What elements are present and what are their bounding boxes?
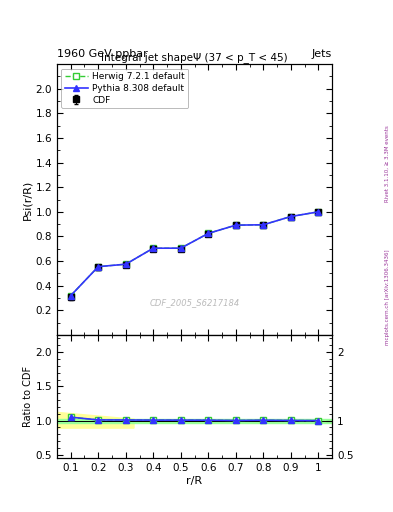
Pythia 8.308 default: [151, 245, 156, 251]
Herwig 7.2.1 default: [233, 222, 238, 228]
Herwig 7.2.1 default: [206, 230, 211, 237]
Polygon shape: [57, 412, 134, 428]
Herwig 7.2.1 default: [316, 209, 321, 215]
Y-axis label: Ratio to CDF: Ratio to CDF: [23, 366, 33, 427]
Herwig 7.2.1 default: [96, 264, 101, 270]
Line: Pythia 8.308 default: Pythia 8.308 default: [68, 209, 321, 298]
Pythia 8.308 default: [316, 209, 321, 215]
Text: Rivet 3.1.10, ≥ 3.3M events: Rivet 3.1.10, ≥ 3.3M events: [385, 125, 389, 202]
Herwig 7.2.1 default: [288, 214, 293, 220]
Pythia 8.308 default: [261, 222, 266, 228]
Herwig 7.2.1 default: [178, 245, 183, 251]
Pythia 8.308 default: [233, 222, 238, 228]
Herwig 7.2.1 default: [123, 261, 128, 267]
Y-axis label: Psi(r/R): Psi(r/R): [23, 179, 33, 220]
Legend: Herwig 7.2.1 default, Pythia 8.308 default, CDF: Herwig 7.2.1 default, Pythia 8.308 defau…: [61, 69, 188, 108]
Pythia 8.308 default: [68, 292, 73, 298]
Pythia 8.308 default: [206, 230, 211, 237]
X-axis label: r/R: r/R: [186, 476, 203, 486]
Pythia 8.308 default: [123, 261, 128, 267]
Text: CDF_2005_S6217184: CDF_2005_S6217184: [149, 298, 240, 307]
Herwig 7.2.1 default: [261, 222, 266, 228]
Polygon shape: [57, 418, 332, 422]
Pythia 8.308 default: [96, 264, 101, 270]
Title: Integral jet shapeΨ (37 < p_T < 45): Integral jet shapeΨ (37 < p_T < 45): [101, 52, 288, 63]
Pythia 8.308 default: [288, 214, 293, 220]
Herwig 7.2.1 default: [68, 292, 73, 298]
Text: mcplots.cern.ch [arXiv:1306.3436]: mcplots.cern.ch [arXiv:1306.3436]: [385, 249, 389, 345]
Text: 1960 GeV ppbar: 1960 GeV ppbar: [57, 49, 148, 59]
Text: Jets: Jets: [312, 49, 332, 59]
Line: Herwig 7.2.1 default: Herwig 7.2.1 default: [68, 209, 321, 298]
Pythia 8.308 default: [178, 245, 183, 251]
Herwig 7.2.1 default: [151, 245, 156, 251]
